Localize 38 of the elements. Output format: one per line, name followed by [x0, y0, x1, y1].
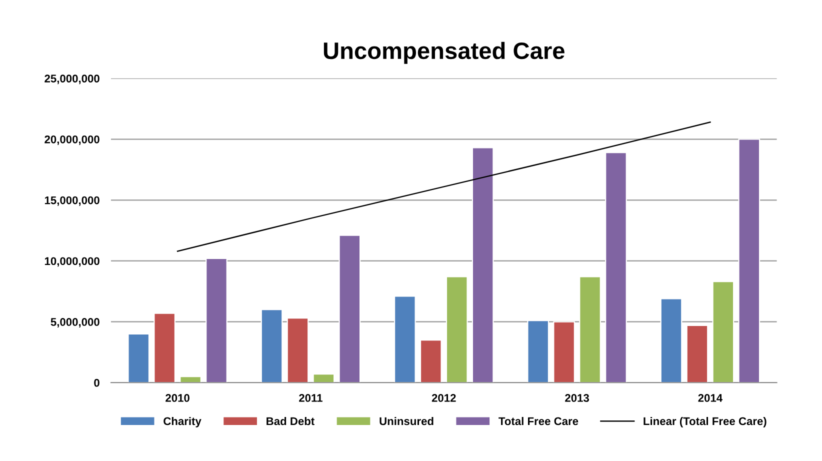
bar	[420, 339, 442, 383]
x-tick-label: 2010	[166, 394, 190, 402]
bar	[553, 321, 575, 383]
y-tick-label: 10,000,000	[44, 257, 100, 267]
x-tick-label: 2011	[299, 394, 322, 402]
legend-label: Bad Debt	[266, 416, 314, 426]
line-series	[176, 122, 711, 252]
bar	[128, 333, 150, 383]
bar	[472, 147, 494, 383]
bar	[286, 318, 309, 383]
bar	[712, 281, 734, 383]
bar	[527, 320, 550, 383]
x-tick-label: 2013	[565, 394, 590, 402]
bar	[579, 276, 601, 383]
legend-label: Total Free Care	[498, 416, 578, 426]
bar	[446, 276, 468, 383]
legend-label: Uninsured	[380, 416, 434, 426]
bar	[738, 138, 760, 383]
bar	[686, 324, 708, 383]
bar	[605, 152, 627, 383]
bar	[660, 298, 682, 383]
bar	[180, 376, 202, 383]
y-tick-label: 20,000,000	[44, 135, 100, 145]
bar	[260, 309, 283, 383]
bar	[338, 234, 361, 383]
legend-label: Charity	[164, 416, 202, 428]
x-tick-label: 2014	[698, 394, 723, 402]
bar	[394, 296, 416, 383]
bar	[312, 374, 335, 383]
y-tick-label: 15,000,000	[44, 196, 100, 206]
x-tick-label: 2012	[432, 394, 456, 402]
legend-label: Linear (Total Free Care)	[644, 416, 766, 428]
y-tick-label: 5,000,000	[50, 318, 100, 328]
y-tick-label: 0	[94, 378, 100, 387]
chart-title: Uncompensated Care	[324, 42, 564, 64]
bar	[154, 312, 176, 383]
y-tick-label: 25,000,000	[44, 74, 100, 84]
bar	[206, 258, 228, 383]
